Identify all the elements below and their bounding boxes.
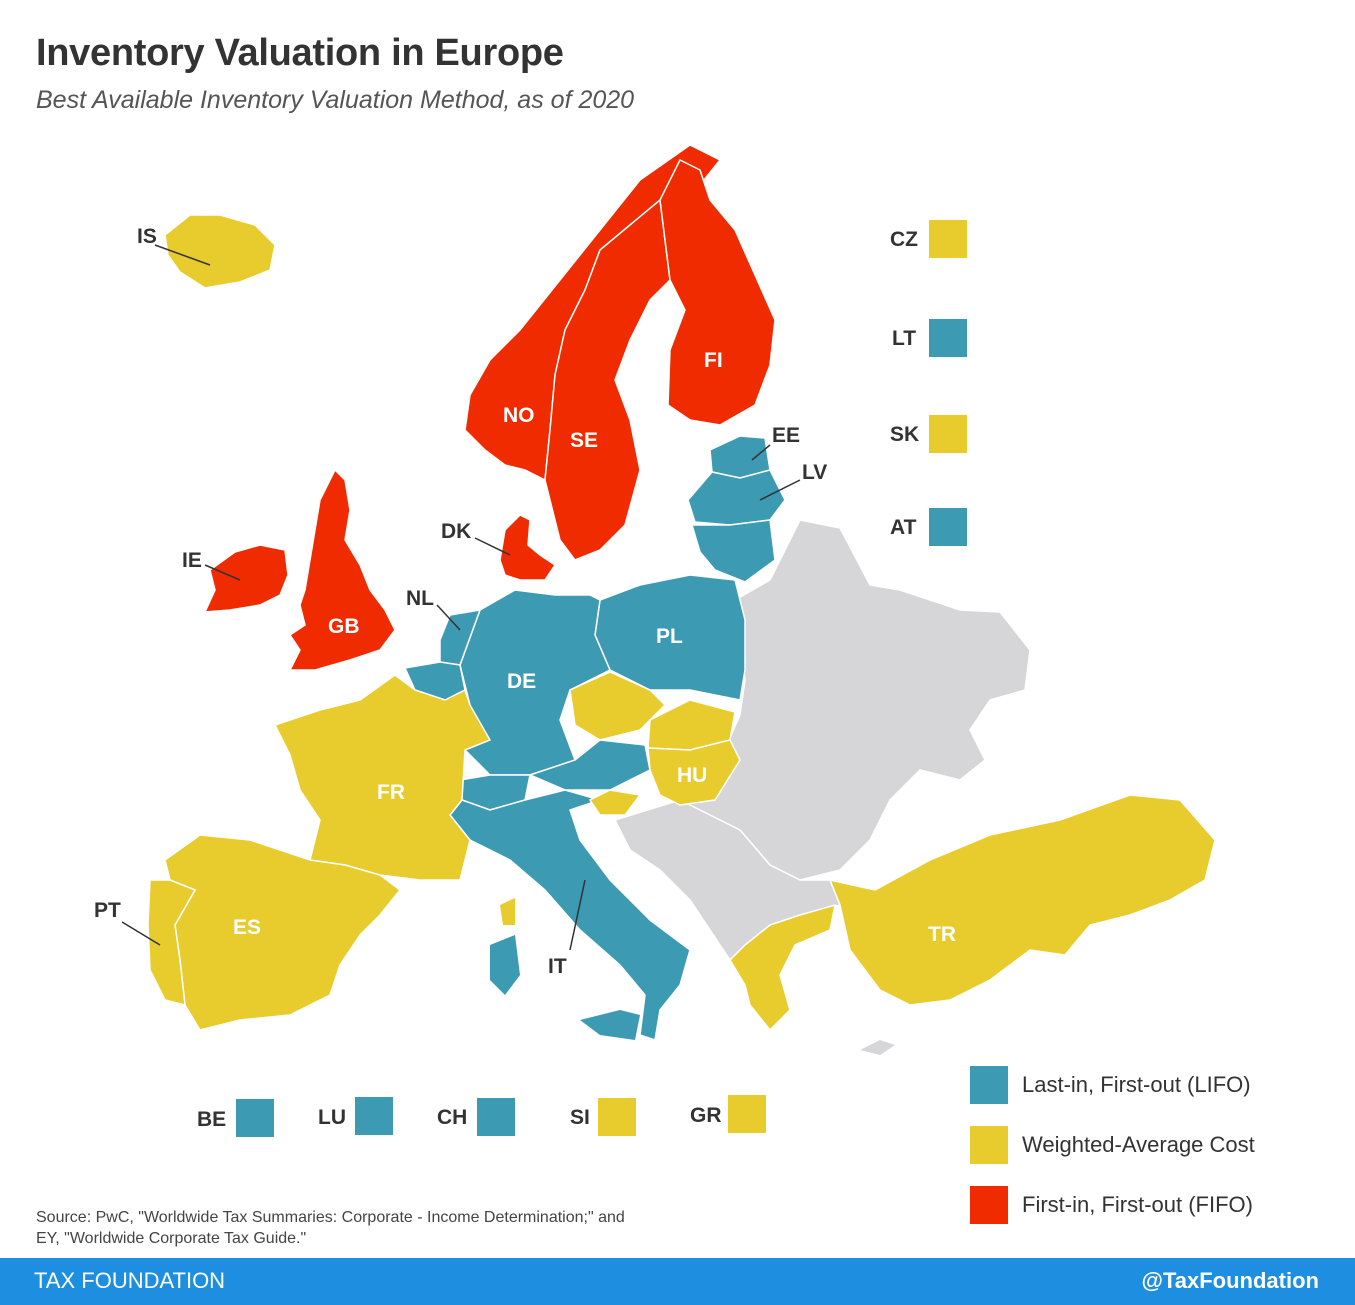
small-swatch-LU [355,1097,393,1135]
label-NO: NO [503,404,535,427]
source-line-2: EY, "Worldwide Corporate Tax Guide." [36,1230,307,1247]
country-shape-LT [690,519,776,583]
country-shape-cyprus [860,1040,895,1055]
label-ES: ES [233,916,261,939]
country-shape-GB [288,468,396,671]
small-label-AT: AT [890,516,917,539]
leader-DK [474,537,511,556]
small-states-right: CZ LT SK AT [890,220,967,546]
country-shape-FI [659,158,776,426]
legend-item-lifo: Last-in, First-out (LIFO) [970,1055,1255,1115]
country-shape-NL [439,609,482,666]
small-states-bottom: BE LU CH SI GR [197,1095,766,1137]
small-label-GR: GR [690,1104,722,1127]
country-shape-SE [544,198,671,561]
country-shape-IS [164,214,276,289]
country-labels: IS NO SE FI EE LV DK IE GB NL DE PL FR E… [94,225,956,978]
country-shape-PT [147,879,197,1006]
leader-NL [436,604,461,631]
country-shape-sardinia [490,935,520,995]
small-label-BE: BE [197,1108,226,1131]
small-swatch-BE [236,1099,274,1137]
label-IT: IT [548,955,567,978]
small-label-CH: CH [437,1106,467,1129]
label-FI: FI [704,349,723,372]
small-swatch-LT [929,319,967,357]
label-PL: PL [656,625,683,648]
label-SE: SE [570,429,598,452]
country-shape-LV [687,469,786,526]
leader-IS [154,244,211,266]
country-shape-GR [729,903,836,1032]
country-shape-DK [499,514,557,581]
country-shape-AT [527,739,651,791]
legend-label-fifo: First-in, First-out (FIFO) [1022,1192,1253,1217]
lifo-countries [403,435,786,1041]
legend-item-weighted: Weighted-Average Cost [970,1115,1255,1175]
small-swatch-SI [598,1098,636,1136]
small-swatch-SK [929,415,967,453]
label-DE: DE [507,670,536,693]
label-PT: PT [94,899,121,922]
label-DK: DK [441,520,471,543]
small-swatch-AT [929,508,967,546]
source-line-1: Source: PwC, "Worldwide Tax Summaries: C… [36,1209,625,1226]
footer-bar: TAX FOUNDATION @TaxFoundation [0,1258,1355,1305]
map-subtitle: Best Available Inventory Valuation Metho… [36,86,635,114]
country-shape-HU [647,739,741,806]
country-shape-IE [203,544,289,613]
country-shape-CZ [569,671,667,741]
label-HU: HU [677,764,707,787]
legend-item-fifo: First-in, First-out (FIFO) [970,1175,1255,1235]
leader-EE [751,444,771,461]
map-legend: Last-in, First-out (LIFO) Weighted-Avera… [970,1055,1255,1235]
weighted-countries [147,214,1216,1032]
legend-swatch-fifo [970,1186,1008,1224]
label-NL: NL [406,587,434,610]
country-shape-SI [588,789,642,816]
small-label-LU: LU [318,1106,346,1129]
country-shape-FR [273,674,492,881]
legend-swatch-weighted [970,1126,1008,1164]
small-label-SI: SI [570,1106,590,1129]
small-swatch-GR [728,1095,766,1133]
label-LV: LV [802,461,827,484]
country-shape-TR [828,794,1216,1006]
legend-swatch-lifo [970,1066,1008,1104]
source-note: Source: PwC, "Worldwide Tax Summaries: C… [36,1207,756,1249]
leader-LV [759,479,801,501]
fifo-countries [203,144,776,671]
footer-handle[interactable]: @TaxFoundation [1141,1268,1319,1293]
label-TR: TR [928,923,956,946]
label-FR: FR [377,781,405,804]
leader-PT [121,921,161,946]
small-label-SK: SK [890,423,919,446]
leader-lines [121,244,801,951]
legend-label-lifo: Last-in, First-out (LIFO) [1022,1072,1251,1097]
small-swatch-CH [477,1098,515,1136]
label-EE: EE [772,424,800,447]
label-IE: IE [182,549,202,572]
leader-IE [204,564,241,581]
legend-label-weighted: Weighted-Average Cost [1022,1132,1255,1157]
small-label-CZ: CZ [890,228,918,251]
country-shape-IT [449,789,691,1041]
small-swatch-CZ [929,220,967,258]
map-title: Inventory Valuation in Europe [36,32,564,74]
leader-IT [569,879,586,951]
small-label-LT: LT [892,327,916,350]
label-IS: IS [137,225,157,248]
country-shape-corsica [500,898,515,925]
country-shape-sicily [580,1010,640,1040]
footer-brand: TAX FOUNDATION [34,1268,226,1293]
label-GB: GB [328,615,360,638]
